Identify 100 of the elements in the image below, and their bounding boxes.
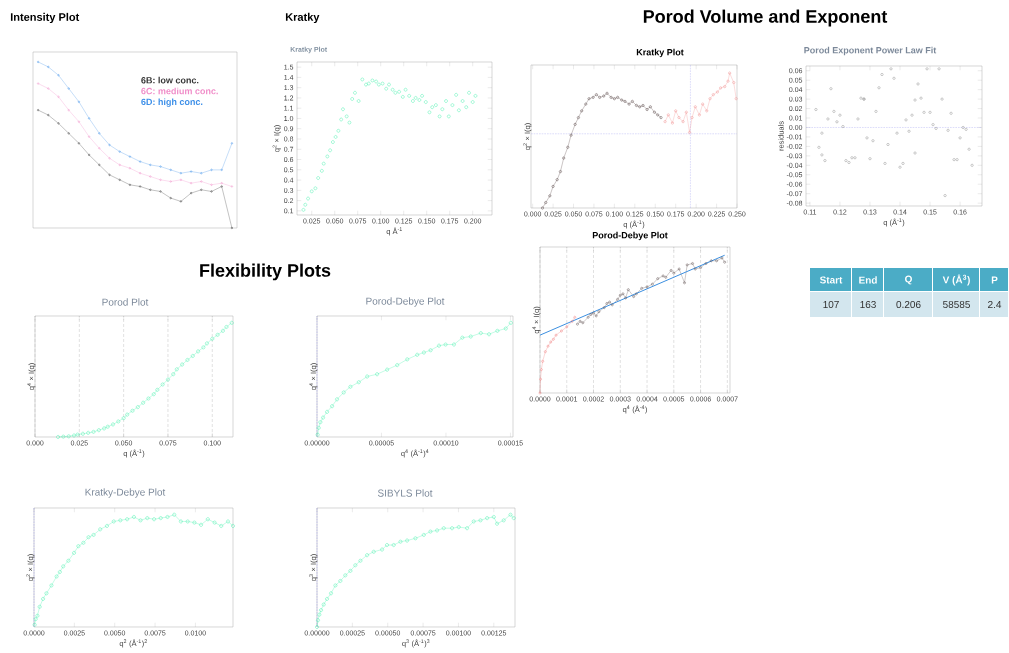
point	[192, 520, 197, 525]
point	[441, 526, 446, 531]
point	[190, 170, 193, 173]
point	[440, 107, 445, 111]
point	[874, 109, 878, 113]
point	[503, 326, 508, 331]
point	[413, 536, 418, 541]
point	[609, 95, 613, 99]
point	[325, 410, 329, 414]
point	[688, 131, 692, 134]
chart-title: Kratky-Debye Plot	[85, 488, 166, 498]
point	[171, 372, 176, 377]
point	[385, 367, 389, 372]
point	[859, 96, 863, 100]
point	[501, 518, 506, 523]
point	[478, 518, 483, 523]
point	[684, 110, 688, 114]
point	[338, 579, 343, 583]
point	[670, 121, 674, 125]
point	[656, 277, 660, 280]
point	[172, 512, 177, 517]
point	[155, 388, 160, 392]
point	[339, 117, 343, 122]
point	[367, 81, 371, 86]
point	[645, 108, 649, 111]
point	[460, 99, 465, 103]
category-label: End	[859, 276, 877, 284]
point	[562, 156, 566, 160]
chart-title: Porod Exponent Power Law Fit	[804, 46, 937, 56]
point	[77, 120, 80, 123]
data-label: 58585	[943, 300, 970, 309]
point	[685, 263, 689, 267]
point	[390, 87, 395, 92]
point	[620, 98, 624, 102]
point	[832, 109, 836, 113]
point	[573, 122, 577, 126]
point	[111, 422, 115, 427]
point	[190, 354, 195, 358]
point	[940, 97, 944, 101]
point	[219, 524, 224, 528]
point	[330, 404, 334, 408]
point	[715, 259, 718, 263]
point	[371, 549, 376, 554]
point	[169, 197, 172, 200]
point	[72, 433, 76, 438]
point	[485, 516, 489, 520]
point	[877, 86, 881, 90]
point	[728, 71, 732, 75]
point	[970, 163, 974, 167]
point	[132, 515, 136, 519]
point	[726, 79, 730, 83]
point	[641, 104, 645, 107]
point	[580, 109, 584, 113]
point	[329, 591, 333, 596]
point	[943, 194, 947, 198]
point	[200, 172, 203, 175]
point	[552, 337, 555, 341]
point	[77, 142, 80, 145]
point	[456, 525, 461, 529]
point	[581, 321, 585, 325]
point	[146, 396, 151, 401]
point	[635, 104, 638, 107]
point	[719, 86, 723, 90]
point	[470, 100, 475, 104]
point	[199, 523, 203, 527]
point	[681, 120, 685, 124]
point	[360, 77, 365, 82]
point	[612, 97, 616, 101]
point	[683, 281, 686, 285]
point	[185, 519, 190, 524]
point	[913, 151, 917, 155]
point	[105, 524, 109, 528]
point	[589, 313, 593, 316]
point	[41, 597, 45, 601]
point	[868, 157, 872, 161]
point	[387, 82, 391, 87]
point	[165, 515, 170, 519]
point	[892, 76, 896, 80]
point	[333, 583, 338, 588]
point	[325, 154, 330, 159]
point	[395, 363, 400, 367]
point	[584, 102, 588, 106]
point	[125, 517, 129, 522]
point	[447, 114, 451, 119]
point	[190, 192, 193, 195]
point	[341, 390, 346, 395]
point	[690, 116, 694, 120]
chart-title: Flexibility Plots	[200, 263, 331, 281]
point	[96, 428, 101, 432]
category-label: P	[991, 276, 998, 284]
point	[138, 518, 143, 523]
point	[130, 408, 135, 413]
point	[444, 99, 448, 103]
point	[898, 165, 902, 169]
point	[967, 147, 971, 151]
point	[904, 118, 908, 122]
point	[336, 129, 341, 133]
point	[473, 94, 478, 98]
point	[548, 194, 552, 198]
point	[586, 315, 590, 319]
